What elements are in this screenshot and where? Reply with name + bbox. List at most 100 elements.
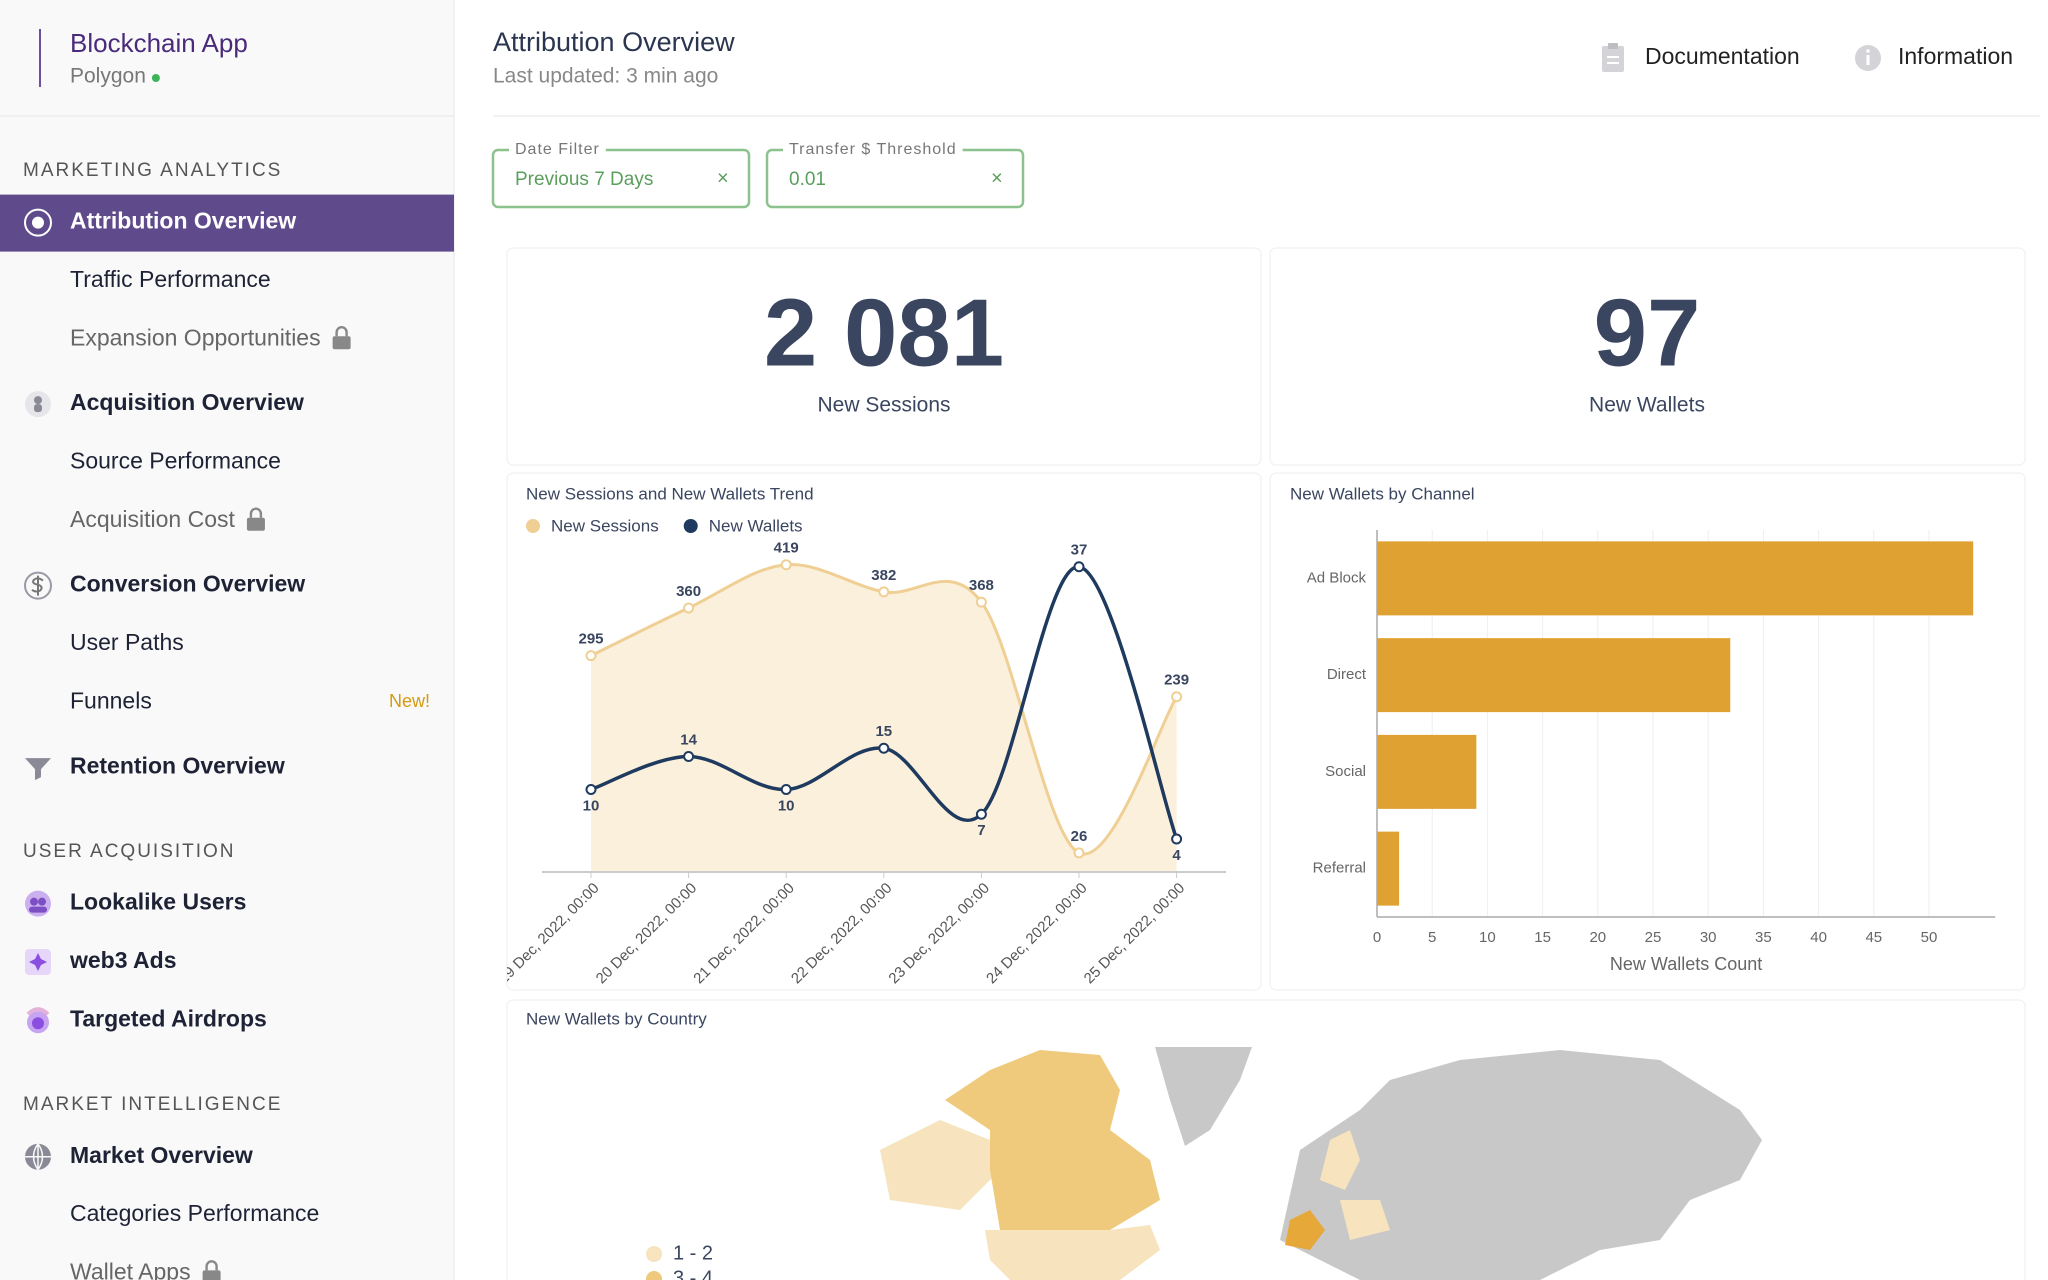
dollar-icon <box>24 571 52 600</box>
nav-item[interactable]: web3 Ads <box>69 947 177 973</box>
lock-icon <box>332 326 351 350</box>
map-legend-swatch <box>646 1246 662 1262</box>
x-tick-label: 20 <box>1589 929 1606 946</box>
map-legend-label: 3 - 4 <box>673 1267 713 1280</box>
information-link[interactable]: Information <box>1898 43 2013 69</box>
lock-shackle <box>335 326 348 337</box>
lock-shackle <box>249 507 263 518</box>
nav-item[interactable]: Expansion Opportunities <box>70 324 321 350</box>
nav-item[interactable]: Acquisition Overview <box>70 389 304 415</box>
bar <box>1377 541 1974 616</box>
value-label: 10 <box>583 797 600 814</box>
nav-item[interactable]: User Paths <box>70 629 184 655</box>
section-title: MARKETING ANALYTICS <box>23 160 282 181</box>
map-card <box>506 999 2026 1280</box>
x-tick-label: 0 <box>1373 929 1381 946</box>
documentation-link[interactable]: Documentation <box>1645 43 1800 69</box>
icon-ring <box>24 571 52 600</box>
nav-item[interactable]: Acquisition Cost <box>70 506 236 532</box>
point <box>683 602 695 614</box>
value-label: 10 <box>778 797 795 814</box>
icon-funnel <box>25 758 51 781</box>
network: Polygon <box>70 65 146 88</box>
nav-item[interactable]: Traffic Performance <box>70 266 271 292</box>
x-tick-label: 25 <box>1645 929 1662 946</box>
nav-item[interactable]: Source Performance <box>70 448 281 474</box>
x-tick-label: 5 <box>1428 929 1436 946</box>
users-icon <box>25 890 51 917</box>
line <box>590 565 1179 840</box>
info-icon <box>1855 45 1881 71</box>
app-name: Blockchain App <box>70 28 248 58</box>
legend-swatch <box>526 519 540 533</box>
nav-item[interactable]: Retention Overview <box>70 752 285 778</box>
status-dot <box>151 74 160 82</box>
lock-body <box>246 517 265 531</box>
bar <box>1377 638 1731 713</box>
new-badge: New! <box>389 691 430 711</box>
point <box>1171 833 1183 845</box>
nav-item[interactable]: Categories Performance <box>70 1200 319 1226</box>
x-tick-label: 30 <box>1700 929 1717 946</box>
kpi-label: New Sessions <box>817 394 950 417</box>
filter-value: Previous 7 Days <box>515 169 653 190</box>
sidebar <box>0 0 454 1280</box>
legend-label: New Sessions <box>551 516 659 535</box>
point <box>878 586 890 598</box>
nav-item[interactable]: Lookalike Users <box>70 889 246 915</box>
x-tick-label: 15 <box>1534 929 1551 946</box>
icon-star <box>29 952 47 971</box>
filter-label-bg <box>509 140 606 160</box>
icon-c <box>29 906 47 913</box>
icon-top <box>26 1007 50 1016</box>
globe-icon <box>25 1143 51 1171</box>
page-subtitle: Last updated: 3 min ago <box>493 65 718 88</box>
icon-lines <box>25 1143 51 1171</box>
icon-dot <box>32 216 44 229</box>
y-tick-label: Social <box>1325 763 1366 780</box>
filter-label: Transfer $ Threshold <box>789 141 957 158</box>
legend-swatch <box>683 519 698 533</box>
area <box>591 564 1177 872</box>
person-icon <box>25 391 51 418</box>
filter-box[interactable] <box>491 148 751 209</box>
sparkle-icon <box>25 948 51 975</box>
doc-icon <box>1602 43 1624 72</box>
filter-clear[interactable]: × <box>991 167 1003 189</box>
filter-value: 0.01 <box>789 169 826 190</box>
icon-b <box>38 897 46 906</box>
kpi-card <box>506 247 1262 466</box>
active-item-bg <box>0 194 454 252</box>
icon-ring <box>24 208 52 237</box>
nav-item[interactable]: Funnels <box>70 687 152 713</box>
value-label: 382 <box>871 567 896 584</box>
kpi-card <box>1269 247 2026 466</box>
nav-item[interactable]: Market Overview <box>70 1142 253 1168</box>
nav-item[interactable]: Conversion Overview <box>70 571 305 597</box>
nav-item[interactable]: Attribution Overview <box>70 208 296 234</box>
nav-item[interactable]: Wallet Apps <box>70 1258 191 1280</box>
kpi-value: 97 <box>1594 279 1701 386</box>
point <box>585 784 597 795</box>
point <box>975 808 987 820</box>
icon-in <box>32 1017 44 1030</box>
lock-icon <box>202 1260 221 1280</box>
lock-icon <box>246 507 265 531</box>
section-title: USER ACQUISITION <box>23 841 236 862</box>
lock-shackle <box>205 1260 218 1271</box>
value-label: 4 <box>1172 847 1181 864</box>
icon-s <box>31 575 44 596</box>
filter-clear[interactable]: × <box>717 167 729 189</box>
bar <box>1377 831 1400 906</box>
legend-label: New Wallets <box>709 516 803 535</box>
map-legend-label: 1 - 2 <box>673 1242 713 1264</box>
funnel-icon <box>25 758 51 781</box>
value-label: 15 <box>875 723 892 740</box>
target-icon <box>24 208 52 237</box>
point <box>975 596 987 608</box>
nav-item[interactable]: Targeted Airdrops <box>70 1005 267 1031</box>
point <box>878 742 890 754</box>
x-tick-label: 45 <box>1865 929 1882 946</box>
value-label: 368 <box>969 577 994 594</box>
